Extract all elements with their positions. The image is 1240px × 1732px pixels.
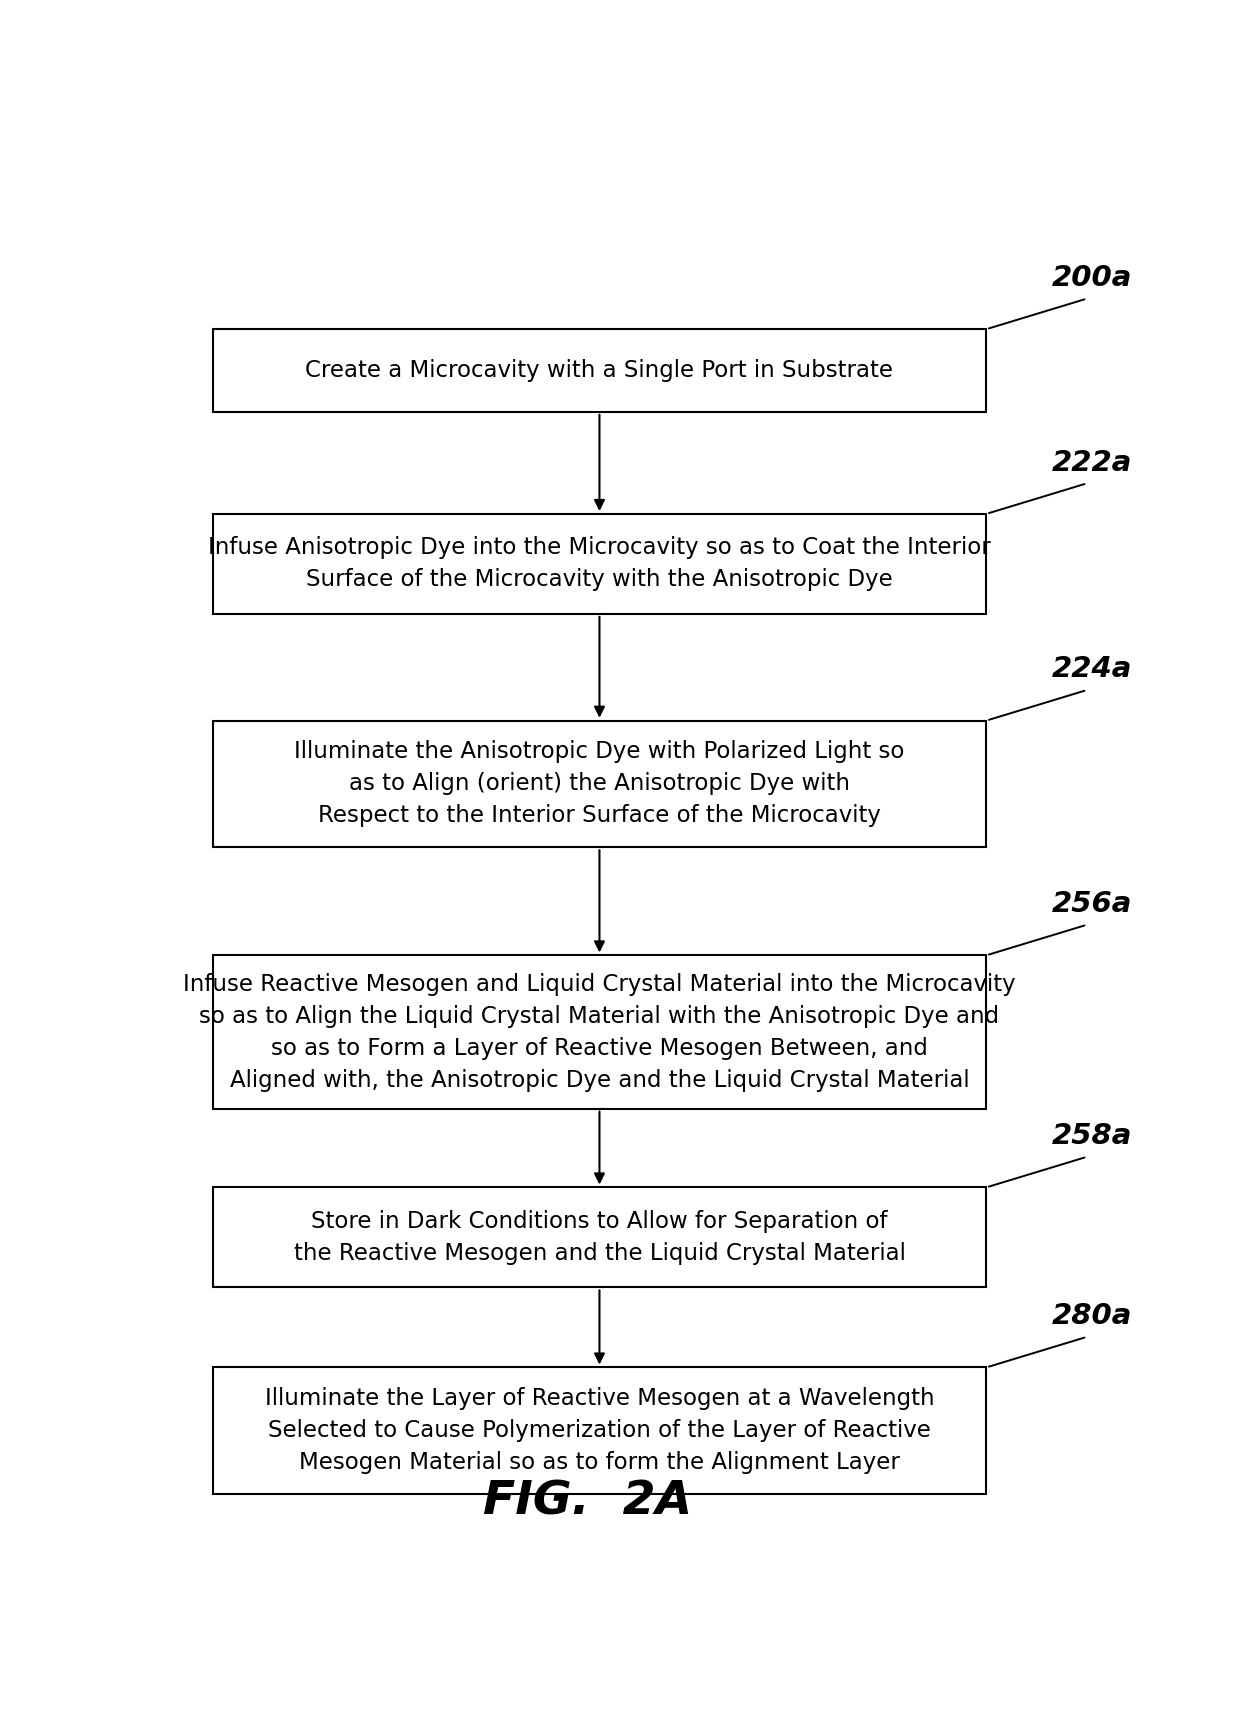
Text: 280a: 280a <box>1052 1302 1132 1330</box>
Text: Infuse Anisotropic Dye into the Microcavity so as to Coat the Interior
Surface o: Infuse Anisotropic Dye into the Microcav… <box>208 537 991 591</box>
Bar <box>213 1368 986 1495</box>
Text: 222a: 222a <box>1052 449 1132 476</box>
Text: Illuminate the Anisotropic Dye with Polarized Light so
as to Align (orient) the : Illuminate the Anisotropic Dye with Pola… <box>294 741 905 828</box>
Text: 258a: 258a <box>1052 1122 1132 1150</box>
FancyArrowPatch shape <box>595 1112 604 1183</box>
Text: Create a Microcavity with a Single Port in Substrate: Create a Microcavity with a Single Port … <box>305 359 894 383</box>
Bar <box>213 956 986 1108</box>
Text: Infuse Reactive Mesogen and Liquid Crystal Material into the Microcavity
so as t: Infuse Reactive Mesogen and Liquid Cryst… <box>184 973 1016 1091</box>
Bar <box>213 1188 986 1287</box>
Bar <box>213 329 986 412</box>
Text: Illuminate the Layer of Reactive Mesogen at a Wavelength
Selected to Cause Polym: Illuminate the Layer of Reactive Mesogen… <box>264 1387 934 1474</box>
FancyArrowPatch shape <box>595 1290 604 1363</box>
Text: 224a: 224a <box>1052 655 1132 684</box>
Text: FIG.  2A: FIG. 2A <box>482 1479 692 1524</box>
Text: 256a: 256a <box>1052 890 1132 918</box>
Text: 200a: 200a <box>1052 263 1132 293</box>
FancyArrowPatch shape <box>595 617 604 715</box>
Bar <box>213 514 986 613</box>
FancyArrowPatch shape <box>595 414 604 509</box>
FancyArrowPatch shape <box>595 850 604 951</box>
Text: Store in Dark Conditions to Allow for Separation of
the Reactive Mesogen and the: Store in Dark Conditions to Allow for Se… <box>294 1211 905 1264</box>
Bar <box>213 721 986 847</box>
